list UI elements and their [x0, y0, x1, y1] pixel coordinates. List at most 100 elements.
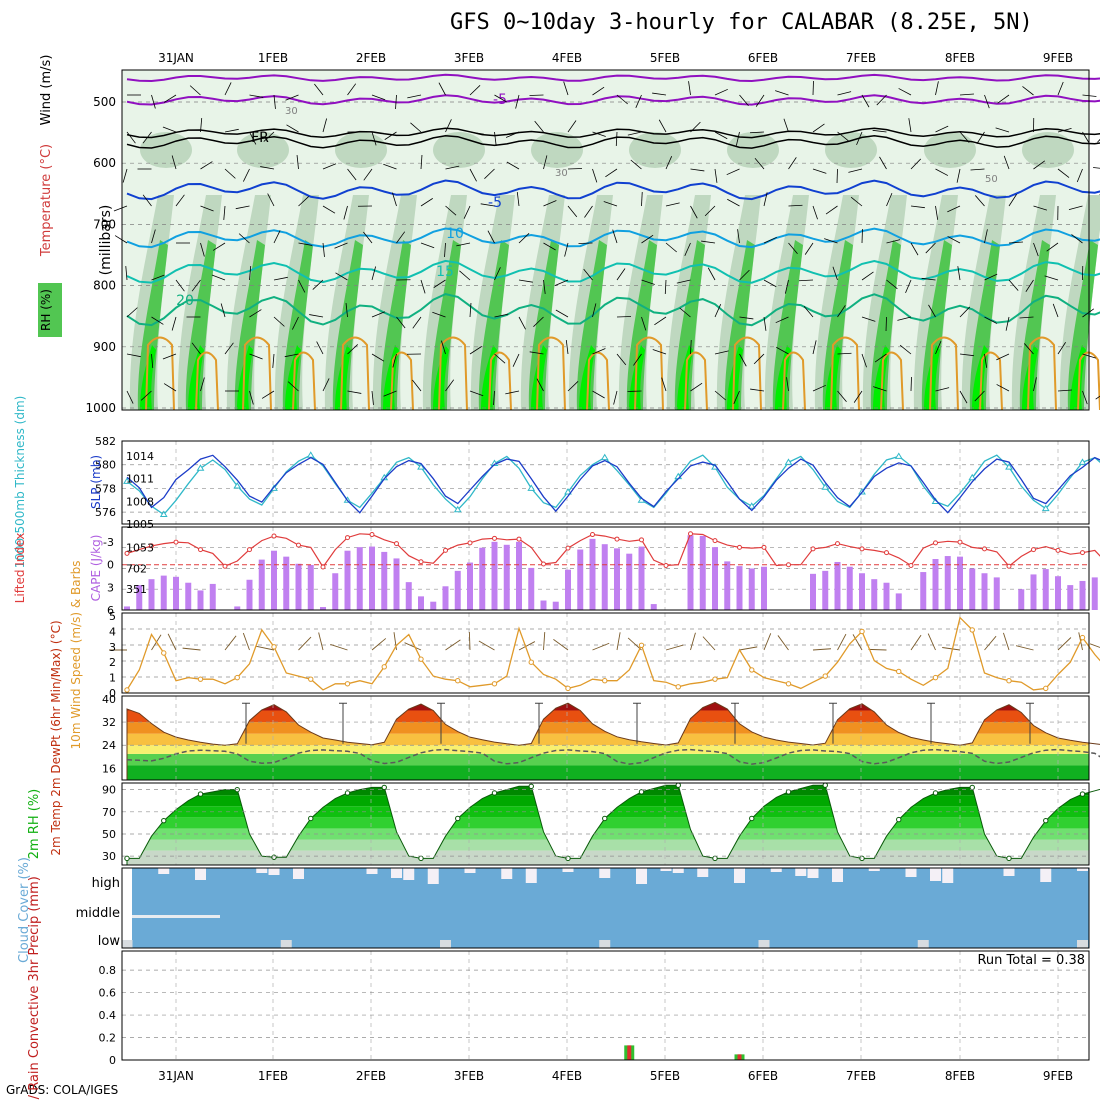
wind-barb [783, 118, 789, 133]
wind-barb [984, 316, 998, 324]
wind-barb [726, 168, 740, 176]
wind-barb [1057, 127, 1072, 133]
wind-barb [616, 94, 628, 105]
wind-barb [714, 168, 718, 183]
high-cloud-gap [930, 868, 941, 881]
wind-barb [1033, 377, 1037, 392]
cape-bar [540, 600, 547, 610]
wind-barb [113, 205, 128, 212]
lifted-index-marker [614, 536, 620, 542]
rh2m-marker [124, 855, 130, 862]
wind-barb [714, 390, 726, 401]
wind-barb [114, 235, 128, 244]
high-cloud-gap [770, 868, 782, 872]
wind-barb [739, 269, 750, 281]
rh-band [825, 132, 877, 168]
rh2m-band [127, 785, 1089, 796]
wind-barb [343, 205, 348, 220]
lifted-index-marker [957, 539, 963, 545]
isotherm-line [536, 336, 566, 411]
temperature-band [127, 710, 1089, 723]
lifted-index-marker [859, 546, 865, 552]
lifted-index-marker [418, 559, 424, 565]
temperature-band [127, 753, 1089, 766]
wind-tick-label: 3 [109, 641, 116, 654]
wind-barb [832, 266, 838, 281]
wind-barb [284, 353, 299, 358]
cape-bar [589, 538, 596, 610]
wind-barb [322, 205, 336, 214]
wind-barb [249, 266, 252, 281]
wind-barb [714, 88, 728, 96]
isotherm-line [782, 351, 806, 411]
wind-barb [162, 126, 177, 133]
wind-barb [592, 131, 606, 137]
thickness-marker [600, 453, 609, 461]
rh2m-band [127, 828, 1089, 840]
wind-barb [899, 344, 912, 355]
rh2m-marker [344, 790, 351, 796]
rh-band [579, 345, 595, 410]
isotherm-line [242, 336, 272, 411]
precip-tick-label: 0 [109, 1054, 116, 1067]
cape-bar [883, 582, 890, 610]
cape-bar [577, 549, 584, 610]
wind-barb [690, 168, 705, 172]
high-cloud-gap [403, 868, 415, 880]
wind-barb [420, 242, 435, 249]
cape-bar [136, 585, 143, 610]
wind-barb [1003, 632, 1010, 651]
high-cloud-gap [636, 868, 647, 884]
wind-barb [171, 155, 177, 170]
cape-bar [246, 579, 253, 610]
cape-bar [283, 556, 290, 610]
cape-panel-frame [121, 526, 1090, 611]
wind-barb [861, 94, 870, 108]
wind-barb [567, 205, 578, 218]
rh2m-axis-label: 2m RH (%) [27, 789, 42, 860]
wind-barb [905, 279, 912, 294]
rh-legend-swatch [38, 283, 62, 337]
wind-barb [175, 194, 185, 207]
wind-barb [392, 192, 397, 207]
wind-barb [763, 316, 767, 331]
wind-barb [957, 266, 961, 281]
wind-barb [804, 242, 814, 255]
wind-barb [714, 131, 728, 140]
wind-barb [665, 242, 677, 253]
wind-barb [347, 168, 357, 181]
wind-barb [837, 390, 847, 402]
cape-bar [687, 535, 694, 610]
wind-barb [438, 82, 446, 96]
wind-barb [630, 159, 642, 170]
wind-barb [224, 168, 236, 179]
rh-band [921, 240, 952, 410]
rh2m-marker [491, 790, 498, 796]
precip-bar-convective [627, 1045, 632, 1060]
wind-barb [410, 122, 422, 133]
wind-barb [142, 131, 152, 144]
precip-axis-label: Total / Rain Convective 3hr Precip (mm) [27, 876, 42, 1100]
rh-band [822, 240, 853, 410]
wind-barb [935, 168, 949, 176]
wind-barb [163, 94, 177, 103]
slp-tick-label: 1011 [126, 473, 154, 486]
cape-bar [503, 544, 510, 610]
cloud-cover-area [132, 868, 1089, 948]
wind-speed-marker [234, 674, 240, 681]
rh2m-tick-label: 30 [102, 850, 116, 863]
slp-axis-label: SLP (mb) [89, 455, 103, 509]
wind-barb [763, 192, 768, 207]
wind-barb [543, 279, 546, 294]
cloud-level-label: middle [76, 906, 120, 921]
wind-barb [392, 353, 397, 368]
lifted-index-axis-label: Lifted Index [13, 533, 27, 604]
rh-band [383, 345, 399, 410]
bottom-date-label: 8FEB [945, 1069, 975, 1083]
lifted-index-tick-label: 3 [107, 581, 114, 594]
wind-barb [125, 266, 128, 281]
rh2m-marker [308, 815, 314, 822]
wind-barb [592, 642, 610, 651]
thickness-marker [453, 505, 462, 513]
wind-barb [616, 268, 626, 281]
